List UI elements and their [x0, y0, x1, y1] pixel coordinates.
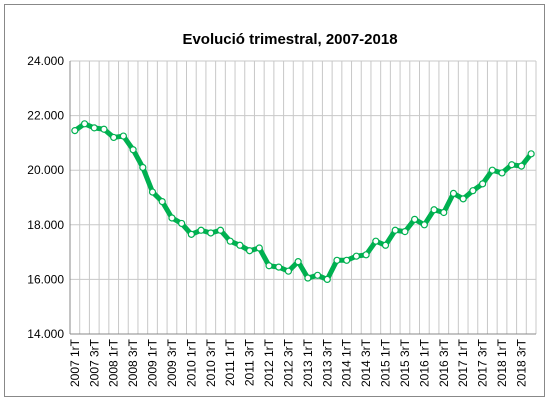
data-point: [71, 127, 79, 135]
x-tick-label: 2017 3rT: [476, 338, 490, 387]
data-point: [275, 263, 283, 271]
y-tick-label: 24.000: [27, 54, 64, 68]
data-point: [372, 237, 380, 245]
data-point: [236, 241, 244, 249]
data-point: [488, 166, 496, 174]
x-tick-label: 2017 1rT: [456, 338, 470, 387]
y-tick-label: 16.000: [27, 272, 64, 286]
x-tick-label: 2014 1rT: [340, 338, 354, 387]
x-tick-label: 2010 3rT: [204, 338, 218, 387]
data-point: [469, 187, 477, 195]
y-tick-label: 22.000: [27, 109, 64, 123]
data-point: [459, 195, 467, 203]
x-tick-label: 2008 1rT: [107, 338, 121, 387]
data-point: [517, 162, 526, 170]
x-tick-label: 2009 3rT: [165, 338, 179, 387]
data-point: [100, 125, 108, 133]
x-tick-label: 2007 1rT: [68, 338, 82, 387]
data-point: [265, 262, 273, 270]
data-point: [527, 150, 535, 158]
chart-title: Evolució trimestral, 2007-2018: [182, 31, 397, 48]
x-tick-label: 2015 1rT: [379, 338, 393, 387]
data-point: [168, 214, 176, 222]
x-tick-label: 2015 3rT: [398, 338, 412, 387]
x-tick-label: 2016 3rT: [437, 338, 451, 387]
data-point: [226, 237, 234, 245]
data-point: [508, 161, 516, 169]
data-point: [90, 124, 98, 132]
data-point: [255, 244, 263, 252]
data-point: [284, 267, 293, 275]
data-point: [139, 163, 147, 172]
data-point: [420, 221, 428, 229]
x-tick-label: 2016 1rT: [417, 338, 431, 387]
data-point: [479, 180, 487, 188]
x-tick-label: 2013 3rT: [320, 338, 334, 387]
x-tick-label: 2018 3rT: [514, 338, 528, 387]
data-point: [246, 247, 254, 255]
x-tick-label: 2007 3rT: [87, 338, 101, 387]
data-point: [110, 133, 118, 142]
x-tick-label: 2008 3rT: [126, 338, 140, 387]
chart-frame: [4, 4, 545, 397]
data-point: [449, 189, 458, 198]
x-tick-label: 2012 1rT: [262, 338, 276, 387]
data-point: [148, 188, 157, 196]
data-point: [207, 229, 215, 237]
data-point: [381, 241, 390, 249]
data-point: [119, 132, 127, 140]
data-point: [294, 258, 302, 266]
data-point: [158, 197, 166, 206]
data-point: [391, 226, 399, 234]
data-point: [304, 274, 312, 282]
data-point: [411, 215, 419, 223]
data-point: [197, 226, 205, 234]
data-point: [362, 251, 370, 259]
data-point: [178, 219, 186, 228]
x-tick-label: 2012 3rT: [281, 338, 295, 387]
x-tick-label: 2010 1rT: [184, 338, 198, 387]
y-tick-label: 20.000: [27, 163, 64, 177]
x-tick-label: 2014 3rT: [359, 338, 373, 387]
data-point: [352, 252, 360, 260]
data-point: [313, 271, 322, 279]
data-point: [440, 208, 448, 217]
x-tick-label: 2011 1rT: [223, 338, 237, 386]
x-tick-label: 2013 1rT: [301, 338, 315, 387]
data-point: [216, 226, 225, 234]
data-point: [333, 256, 341, 264]
y-tick-label: 18.000: [27, 218, 64, 232]
data-point: [129, 146, 137, 154]
x-tick-label: 2011 3rT: [243, 338, 257, 386]
data-point: [498, 169, 506, 177]
data-point: [323, 275, 331, 283]
x-tick-label: 2009 1rT: [146, 338, 160, 387]
data-point: [401, 228, 409, 236]
data-point: [343, 256, 351, 264]
x-tick-label: 2018 1rT: [495, 338, 509, 387]
data-point: [80, 120, 89, 128]
y-tick-label: 14.000: [27, 327, 64, 341]
data-point: [187, 230, 195, 238]
data-point: [430, 206, 438, 214]
